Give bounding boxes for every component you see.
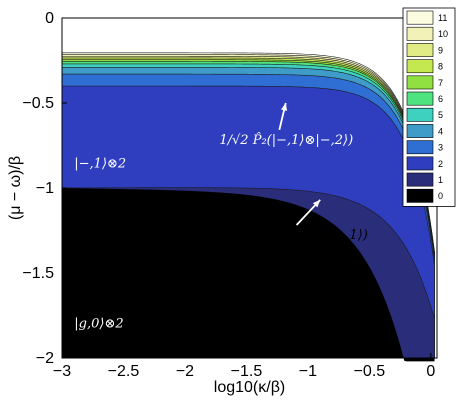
legend-swatch-0 <box>406 188 434 203</box>
legend-label-1: 1 <box>438 175 443 185</box>
legend-label-7: 7 <box>438 78 443 88</box>
legend-label-10: 10 <box>438 29 448 39</box>
y-tick-label: −2 <box>36 350 54 367</box>
x-tick-label: −2.5 <box>108 363 140 380</box>
legend-swatch-1 <box>406 172 434 187</box>
y-tick-label: −1 <box>36 180 54 197</box>
x-axis-label: log10(κ/β) <box>214 379 285 396</box>
region-0 <box>62 188 435 362</box>
x-tick-label: −0.5 <box>354 363 386 380</box>
legend-swatch-9 <box>406 43 434 57</box>
annotation-0: |−,1⟩⊗2 <box>74 157 126 172</box>
annotation-arrowhead-2 <box>281 103 288 111</box>
annotation-3: 1/√2 P̂₂(|g,0⟩⊗|−,1⟩) <box>237 227 368 243</box>
annotation-arrowhead-3 <box>312 199 321 208</box>
x-tick-label: −1 <box>299 363 317 380</box>
legend-label-5: 5 <box>438 110 443 120</box>
legend-label-8: 8 <box>438 62 443 72</box>
legend-swatch-3 <box>406 140 434 155</box>
legend-swatch-8 <box>406 59 434 74</box>
y-tick-label: 0 <box>45 10 54 27</box>
legend-label-2: 2 <box>438 159 443 169</box>
x-tick-label: −3 <box>53 363 71 380</box>
legend-swatch-2 <box>406 156 434 171</box>
annotation-1: |g,0⟩⊗2 <box>74 316 123 331</box>
legend-swatch-5 <box>406 107 434 122</box>
legend-swatch-6 <box>406 91 434 106</box>
annotation-2: 1/√2 P̂₂(|−,1⟩⊗|−,2⟩) <box>219 131 353 147</box>
axes: −3 −2.5 −2 −1.5 −1 −0.5 0 0 −0.5 −1 −1.5 −2 <box>22 10 438 380</box>
x-tick-label: −1.5 <box>231 363 263 380</box>
legend-label-3: 3 <box>438 143 443 153</box>
y-tick-label: −0.5 <box>22 95 54 112</box>
annotations: |−,1⟩⊗2 |g,0⟩⊗2 1/√2 P̂₂(|−,1⟩⊗|−,2⟩) 1/√2 … <box>74 102 368 331</box>
legend-swatch-4 <box>406 124 434 138</box>
legend-label-9: 9 <box>438 45 443 55</box>
legend-label-4: 4 <box>438 126 443 136</box>
legend-label-0: 0 <box>438 191 443 201</box>
plot-area <box>61 52 435 362</box>
legend-label-11: 11 <box>438 13 447 23</box>
legend-swatch-11 <box>406 10 434 25</box>
legend-swatch-7 <box>406 75 434 90</box>
y-axis-label: (μ − ω)/β <box>7 156 24 220</box>
x-tick-label: −2 <box>176 363 194 380</box>
legend-swatch-10 <box>406 26 434 41</box>
x-tick-label: 0 <box>426 363 435 380</box>
legend-label-6: 6 <box>438 94 443 104</box>
y-tick-label: −1.5 <box>22 265 54 282</box>
